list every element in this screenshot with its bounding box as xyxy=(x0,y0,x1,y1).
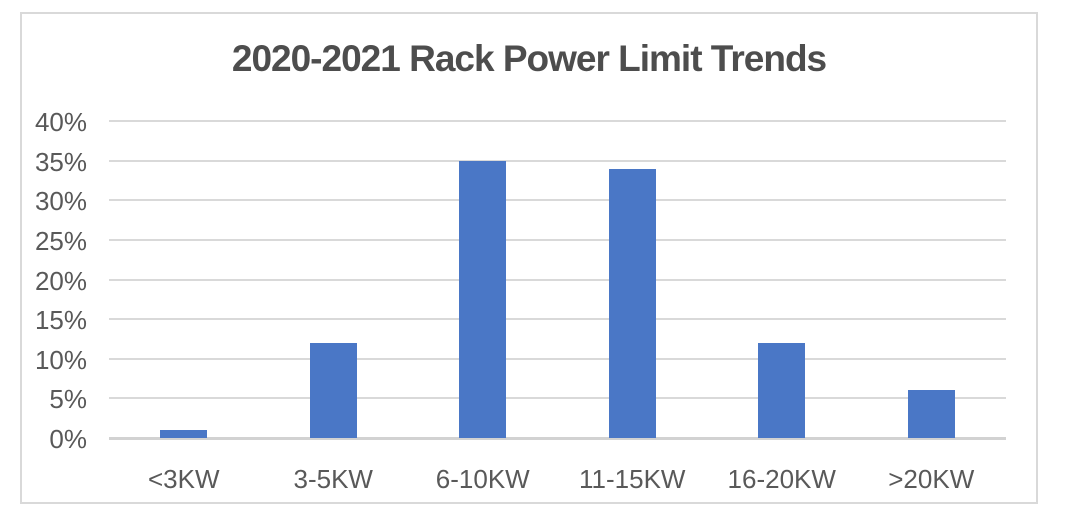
x-axis-tick-label: 6-10KW xyxy=(435,464,530,494)
bar-3-5KW xyxy=(309,342,357,438)
y-axis-tick-label: 35% xyxy=(34,146,87,177)
gridline xyxy=(109,397,1006,400)
x-axis-tick-label: <3KW xyxy=(147,464,220,494)
bar-<3KW xyxy=(160,430,208,438)
gridline xyxy=(109,238,1006,241)
chart-frame: 2020-2021 Rack Power Limit Trends 0% 5% 10… xyxy=(20,12,1038,504)
gridline xyxy=(109,357,1006,360)
y-axis-tick-label: 30% xyxy=(34,186,87,217)
bar->20KW xyxy=(907,390,955,438)
gridline xyxy=(109,278,1006,281)
x-axis-baseline xyxy=(109,437,1006,440)
gridline xyxy=(109,199,1006,202)
bar-16-20KW xyxy=(758,342,806,438)
x-axis-tick-label: >20KW xyxy=(888,464,975,494)
plot-area: 0% 5% 10% 15% 20% 25% 30% 35% 40% <3KW 3-5KW 6-10KW… xyxy=(35,109,1006,492)
x-axis-tick-label: 11-15KW xyxy=(579,464,686,494)
chart-title: 2020-2021 Rack Power Limit Trends xyxy=(231,38,827,79)
bar-6-10KW xyxy=(459,160,507,438)
gridline xyxy=(109,120,1006,122)
y-axis-tick-label: 5% xyxy=(49,384,87,415)
y-axis-tick-label: 15% xyxy=(34,305,87,336)
bar-11-15KW xyxy=(608,168,656,438)
y-axis-tick-label: 25% xyxy=(34,225,87,256)
y-axis-tick-label: 20% xyxy=(34,265,87,296)
gridline xyxy=(109,159,1006,162)
gridline xyxy=(109,318,1006,321)
x-axis-tick-label: 16-20KW xyxy=(727,464,836,494)
y-axis-tick-label: 40% xyxy=(34,107,87,137)
y-axis-tick-label: 0% xyxy=(49,424,87,454)
y-axis-tick-label: 10% xyxy=(34,344,87,375)
x-axis-tick-label: 3-5KW xyxy=(293,464,373,494)
